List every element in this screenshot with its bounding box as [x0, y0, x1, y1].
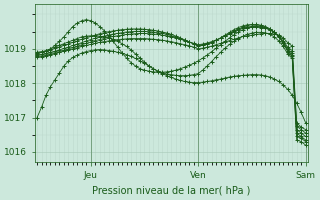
X-axis label: Pression niveau de la mer( hPa ): Pression niveau de la mer( hPa )	[92, 186, 251, 196]
